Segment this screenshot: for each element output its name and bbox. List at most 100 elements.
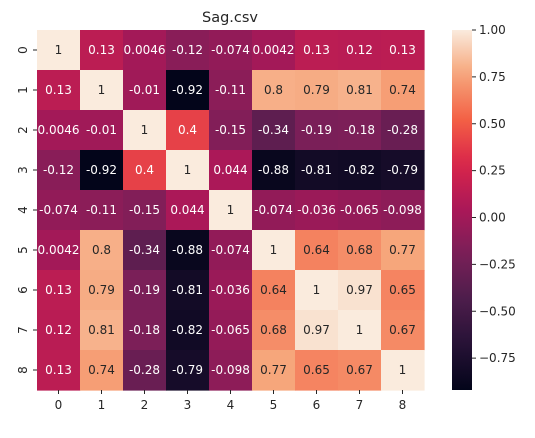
cell-annotation: -0.074 bbox=[211, 43, 250, 57]
y-tick-label: 2 bbox=[16, 126, 30, 134]
cell-annotation: -0.79 bbox=[172, 363, 203, 377]
cell-annotation: 0.81 bbox=[88, 323, 115, 337]
heatmap-cell bbox=[37, 310, 81, 351]
cell-annotation: 0.12 bbox=[45, 323, 72, 337]
cell-annotation: -0.81 bbox=[172, 283, 203, 297]
heatmap-cell bbox=[209, 270, 253, 311]
heatmap-cell bbox=[37, 350, 81, 391]
cell-annotation: -0.18 bbox=[344, 123, 375, 137]
heatmap-cell bbox=[252, 150, 296, 191]
heatmap-cell bbox=[252, 230, 296, 271]
y-tick-label: 6 bbox=[16, 286, 30, 294]
cell-annotation: 1 bbox=[399, 363, 407, 377]
cell-annotation: 0.64 bbox=[260, 283, 287, 297]
heatmap-cell bbox=[37, 190, 81, 231]
heatmap-cell bbox=[252, 110, 296, 151]
x-axis: 0 1 2 3 4 5 6 7 8 bbox=[55, 390, 406, 412]
heatmap-cell bbox=[209, 110, 253, 151]
heatmap-cell bbox=[381, 30, 425, 71]
cell-annotation: 0.0046 bbox=[124, 43, 166, 57]
cell-annotation: -0.34 bbox=[258, 123, 289, 137]
heatmap-cell bbox=[338, 110, 382, 151]
heatmap-cell bbox=[80, 350, 124, 391]
heatmap-cell bbox=[295, 350, 339, 391]
x-tick-label: 3 bbox=[184, 398, 192, 412]
cell-annotation: -0.88 bbox=[258, 163, 289, 177]
cell-annotation: 0.68 bbox=[346, 243, 373, 257]
heatmap-cell bbox=[209, 30, 253, 71]
heatmap-cell bbox=[252, 350, 296, 391]
y-tick-label: 4 bbox=[16, 206, 30, 214]
cell-annotation: -0.01 bbox=[86, 123, 117, 137]
cell-annotation: 0.79 bbox=[88, 283, 115, 297]
heatmap-cell bbox=[80, 110, 124, 151]
cell-annotation: 0.97 bbox=[346, 283, 373, 297]
cell-annotation: 0.0046 bbox=[38, 123, 80, 137]
cell-annotation: -0.82 bbox=[172, 323, 203, 337]
heatmap-cell bbox=[123, 190, 167, 231]
heatmap-cell bbox=[80, 70, 124, 111]
heatmap-cell bbox=[123, 70, 167, 111]
heatmap-cell bbox=[381, 190, 425, 231]
cell-annotation: -0.098 bbox=[211, 363, 250, 377]
heatmap-cell bbox=[37, 30, 81, 71]
heatmap-cell bbox=[295, 70, 339, 111]
heatmap-cell bbox=[209, 230, 253, 271]
cell-annotation: 1 bbox=[270, 243, 278, 257]
heatmap-cell bbox=[37, 270, 81, 311]
cell-annotation: 0.74 bbox=[389, 83, 416, 97]
y-tick-label: 0 bbox=[16, 46, 30, 54]
colorbar-tick-label: 0.00 bbox=[479, 211, 506, 225]
heatmap-cell bbox=[80, 230, 124, 271]
cell-annotation: 1 bbox=[98, 83, 106, 97]
heatmap-cell bbox=[80, 190, 124, 231]
heatmap-cell bbox=[37, 110, 81, 151]
cell-annotation: 0.13 bbox=[303, 43, 330, 57]
cell-annotations: 1 0.13 0.0046 -0.12 -0.074 0.0042 0.13 0.12 0.13… bbox=[38, 43, 422, 377]
cell-annotation: -0.19 bbox=[301, 123, 332, 137]
heatmap-cell bbox=[166, 310, 210, 351]
heatmap-cell bbox=[123, 270, 167, 311]
heatmap-cell bbox=[338, 230, 382, 271]
x-tick-label: 4 bbox=[227, 398, 235, 412]
heatmap-cell bbox=[381, 310, 425, 351]
heatmap-cell bbox=[209, 150, 253, 191]
cell-annotation: -0.074 bbox=[211, 243, 250, 257]
cell-annotation: 0.13 bbox=[45, 283, 72, 297]
cell-annotation: 1 bbox=[141, 123, 149, 137]
heatmap-cell bbox=[295, 110, 339, 151]
cell-annotation: 0.8 bbox=[92, 243, 111, 257]
chart-title: Sag.csv bbox=[202, 10, 258, 26]
cell-annotation: -0.11 bbox=[86, 203, 117, 217]
heatmap-cell bbox=[381, 270, 425, 311]
cell-annotation: -0.28 bbox=[387, 123, 418, 137]
heatmap-cell bbox=[381, 150, 425, 191]
heatmap-cell bbox=[252, 190, 296, 231]
cell-annotation: -0.88 bbox=[172, 243, 203, 257]
cell-annotation: 0.77 bbox=[389, 243, 416, 257]
heatmap-cell bbox=[123, 30, 167, 71]
heatmap-cell bbox=[295, 30, 339, 71]
cell-annotation: -0.036 bbox=[211, 283, 250, 297]
cell-annotation: 0.13 bbox=[88, 43, 115, 57]
heatmap-cell bbox=[37, 70, 81, 111]
heatmap-cell bbox=[338, 190, 382, 231]
y-tick-label: 5 bbox=[16, 246, 30, 254]
cell-annotation: 0.97 bbox=[303, 323, 330, 337]
y-tick-label: 8 bbox=[16, 366, 30, 374]
cell-annotation: -0.34 bbox=[129, 243, 160, 257]
cell-annotation: 0.67 bbox=[389, 323, 416, 337]
heatmap-cell bbox=[80, 270, 124, 311]
cell-annotation: -0.81 bbox=[301, 163, 332, 177]
heatmap-cell bbox=[80, 150, 124, 191]
heatmap-cell bbox=[295, 310, 339, 351]
heatmap-cell bbox=[166, 30, 210, 71]
y-axis: 0 1 2 3 4 5 6 7 8 bbox=[16, 46, 37, 374]
cell-annotation: -0.18 bbox=[129, 323, 160, 337]
colorbar-tick-label: 0.75 bbox=[479, 70, 506, 84]
x-tick-label: 1 bbox=[98, 398, 106, 412]
heatmap-cell bbox=[295, 150, 339, 191]
cell-annotation: 1 bbox=[356, 323, 364, 337]
cell-annotation: 0.79 bbox=[303, 83, 330, 97]
